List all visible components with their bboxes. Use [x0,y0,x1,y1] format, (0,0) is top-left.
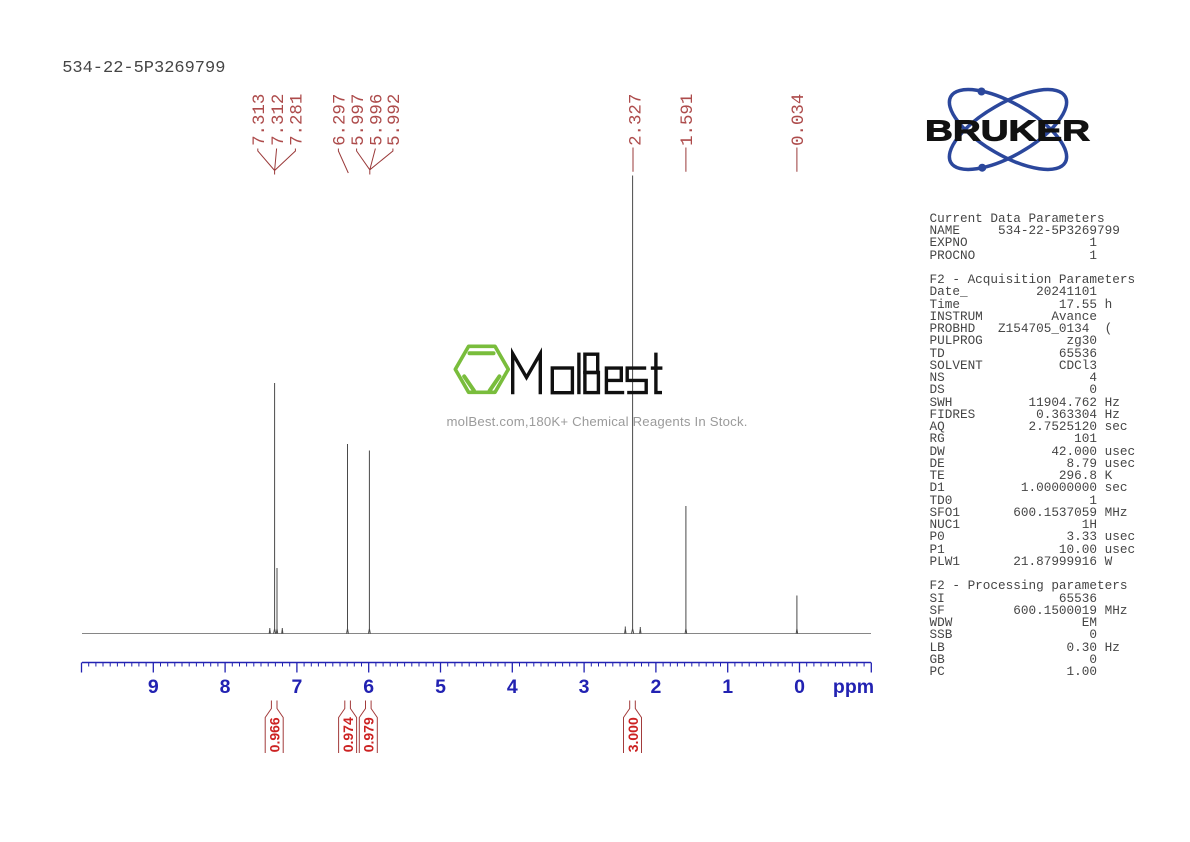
svg-text:7: 7 [291,676,302,698]
svg-text:6.297: 6.297 [332,94,351,146]
svg-text:2: 2 [650,676,661,698]
svg-text:1: 1 [722,676,733,698]
svg-text:ppm: ppm [833,676,874,698]
svg-text:0.034: 0.034 [790,94,809,146]
svg-text:3.000: 3.000 [625,717,641,752]
svg-text:5: 5 [435,676,446,698]
svg-text:1.591: 1.591 [679,94,698,146]
svg-text:4: 4 [507,676,518,698]
svg-text:5.996: 5.996 [369,94,388,146]
svg-text:7.281: 7.281 [289,94,308,146]
svg-text:5.992: 5.992 [386,94,405,146]
svg-text:0.979: 0.979 [361,717,377,752]
svg-text:0: 0 [794,676,805,698]
svg-text:BRUKER: BRUKER [925,116,1090,148]
svg-text:7.312: 7.312 [270,94,289,146]
svg-text:0.974: 0.974 [340,717,356,752]
svg-text:0.966: 0.966 [267,717,283,752]
svg-text:6: 6 [363,676,374,698]
svg-text:5.997: 5.997 [350,94,369,146]
svg-text:9: 9 [148,676,159,698]
svg-text:7.313: 7.313 [251,94,270,146]
svg-text:8: 8 [220,676,231,698]
svg-text:2.327: 2.327 [628,94,647,146]
svg-text:3: 3 [579,676,590,698]
